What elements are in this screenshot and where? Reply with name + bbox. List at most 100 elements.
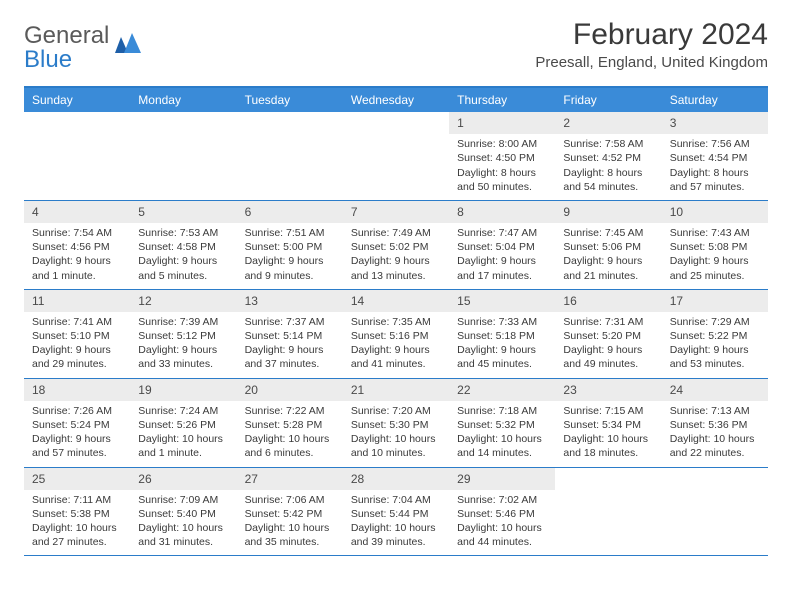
sunset-text: Sunset: 5:26 PM [138,418,228,432]
daylight-text: Daylight: 10 hours and 14 minutes. [457,432,547,460]
day-number: 4 [24,201,130,223]
logo: General Blue [24,18,141,72]
day-body: Sunrise: 7:15 AMSunset: 5:34 PMDaylight:… [555,403,661,467]
day-number: 1 [449,112,555,134]
weekday-header: Saturday [662,88,768,112]
day-number: 6 [237,201,343,223]
sunset-text: Sunset: 4:58 PM [138,240,228,254]
day-cell: 4Sunrise: 7:54 AMSunset: 4:56 PMDaylight… [24,201,130,289]
sunrise-text: Sunrise: 7:41 AM [32,315,122,329]
day-cell: 11 Sunrise: 7:41 AMSunset: 5:10 PMDayligh… [24,290,130,378]
day-number: 22 [449,379,555,401]
sunrise-text: Sunrise: 7:58 AM [563,137,653,151]
day-cell: 15Sunrise: 7:33 AMSunset: 5:18 PMDayligh… [449,290,555,378]
day-cell: 19Sunrise: 7:24 AMSunset: 5:26 PMDayligh… [130,379,236,467]
day-number: 3 [662,112,768,134]
day-number: 24 [662,379,768,401]
sunrise-text: Sunrise: 7:04 AM [351,493,441,507]
day-cell: 29Sunrise: 7:02 AMSunset: 5:46 PMDayligh… [449,468,555,556]
day-cell [555,468,661,556]
sunset-text: Sunset: 5:18 PM [457,329,547,343]
daylight-text: Daylight: 10 hours and 1 minute. [138,432,228,460]
day-body: Sunrise: 7:04 AMSunset: 5:44 PMDaylight:… [343,492,449,556]
day-body: Sunrise: 7:29 AMSunset: 5:22 PMDaylight:… [662,314,768,378]
daylight-text: Daylight: 9 hours and 41 minutes. [351,343,441,371]
day-cell [130,112,236,200]
day-number [555,468,661,474]
daylight-text: Daylight: 9 hours and 29 minutes. [32,343,122,371]
daylight-text: Daylight: 9 hours and 21 minutes. [563,254,653,282]
day-number [343,112,449,118]
sunrise-text: Sunrise: 7:39 AM [138,315,228,329]
day-body: Sunrise: 7:49 AMSunset: 5:02 PMDaylight:… [343,225,449,289]
sunrise-text: Sunrise: 7:37 AM [245,315,335,329]
sunset-text: Sunset: 5:20 PM [563,329,653,343]
sunrise-text: Sunrise: 7:29 AM [670,315,760,329]
daylight-text: Daylight: 10 hours and 44 minutes. [457,521,547,549]
weekday-header-row: SundayMondayTuesdayWednesdayThursdayFrid… [24,88,768,112]
sunrise-text: Sunrise: 7:33 AM [457,315,547,329]
week-row: 1Sunrise: 8:00 AMSunset: 4:50 PMDaylight… [24,112,768,201]
sunset-text: Sunset: 5:16 PM [351,329,441,343]
sunrise-text: Sunrise: 7:35 AM [351,315,441,329]
day-number: 12 [130,290,236,312]
sunrise-text: Sunrise: 7:09 AM [138,493,228,507]
day-number: 11 [24,290,130,312]
day-cell: 8Sunrise: 7:47 AMSunset: 5:04 PMDaylight… [449,201,555,289]
weekday-header: Thursday [449,88,555,112]
sunrise-text: Sunrise: 7:18 AM [457,404,547,418]
day-cell [343,112,449,200]
daylight-text: Daylight: 9 hours and 49 minutes. [563,343,653,371]
weekday-header: Sunday [24,88,130,112]
sunset-text: Sunset: 5:08 PM [670,240,760,254]
day-cell: 17Sunrise: 7:29 AMSunset: 5:22 PMDayligh… [662,290,768,378]
daylight-text: Daylight: 10 hours and 35 minutes. [245,521,335,549]
day-cell: 18Sunrise: 7:26 AMSunset: 5:24 PMDayligh… [24,379,130,467]
sunrise-text: Sunrise: 7:26 AM [32,404,122,418]
day-number: 26 [130,468,236,490]
daylight-text: Daylight: 9 hours and 17 minutes. [457,254,547,282]
sunset-text: Sunset: 5:12 PM [138,329,228,343]
day-number: 29 [449,468,555,490]
day-cell: 14Sunrise: 7:35 AMSunset: 5:16 PMDayligh… [343,290,449,378]
weekday-header: Tuesday [237,88,343,112]
day-cell: 2Sunrise: 7:58 AMSunset: 4:52 PMDaylight… [555,112,661,200]
logo-text-1: General [24,22,109,49]
sunset-text: Sunset: 5:22 PM [670,329,760,343]
title-block: February 2024 Preesall, England, United … [535,18,768,71]
daylight-text: Daylight: 8 hours and 50 minutes. [457,166,547,194]
day-cell: 7Sunrise: 7:49 AMSunset: 5:02 PMDaylight… [343,201,449,289]
day-body: Sunrise: 7:06 AMSunset: 5:42 PMDaylight:… [237,492,343,556]
sunset-text: Sunset: 4:50 PM [457,151,547,165]
sunrise-text: Sunrise: 7:53 AM [138,226,228,240]
day-body: Sunrise: 7:39 AMSunset: 5:12 PMDaylight:… [130,314,236,378]
sunset-text: Sunset: 5:42 PM [245,507,335,521]
week-row: 25Sunrise: 7:11 AMSunset: 5:38 PMDayligh… [24,468,768,557]
day-body: Sunrise: 7:02 AMSunset: 5:46 PMDaylight:… [449,492,555,556]
sunset-text: Sunset: 4:54 PM [670,151,760,165]
weekday-header: Monday [130,88,236,112]
sunset-text: Sunset: 5:04 PM [457,240,547,254]
day-cell [237,112,343,200]
daylight-text: Daylight: 8 hours and 54 minutes. [563,166,653,194]
day-number [662,468,768,474]
day-cell: 13Sunrise: 7:37 AMSunset: 5:14 PMDayligh… [237,290,343,378]
sunset-text: Sunset: 5:38 PM [32,507,122,521]
day-cell: 9Sunrise: 7:45 AMSunset: 5:06 PMDaylight… [555,201,661,289]
week-row: 4Sunrise: 7:54 AMSunset: 4:56 PMDaylight… [24,201,768,290]
weekday-header: Friday [555,88,661,112]
day-body: Sunrise: 7:31 AMSunset: 5:20 PMDaylight:… [555,314,661,378]
logo-mark-icon [115,31,141,58]
day-body: Sunrise: 7:13 AMSunset: 5:36 PMDaylight:… [662,403,768,467]
day-number: 8 [449,201,555,223]
page-subtitle: Preesall, England, United Kingdom [535,54,768,71]
day-number: 21 [343,379,449,401]
sunset-text: Sunset: 5:44 PM [351,507,441,521]
day-number: 27 [237,468,343,490]
day-cell: 12Sunrise: 7:39 AMSunset: 5:12 PMDayligh… [130,290,236,378]
day-body: Sunrise: 7:43 AMSunset: 5:08 PMDaylight:… [662,225,768,289]
sunrise-text: Sunrise: 7:56 AM [670,137,760,151]
day-number: 16 [555,290,661,312]
day-cell: 16Sunrise: 7:31 AMSunset: 5:20 PMDayligh… [555,290,661,378]
sunset-text: Sunset: 5:10 PM [32,329,122,343]
